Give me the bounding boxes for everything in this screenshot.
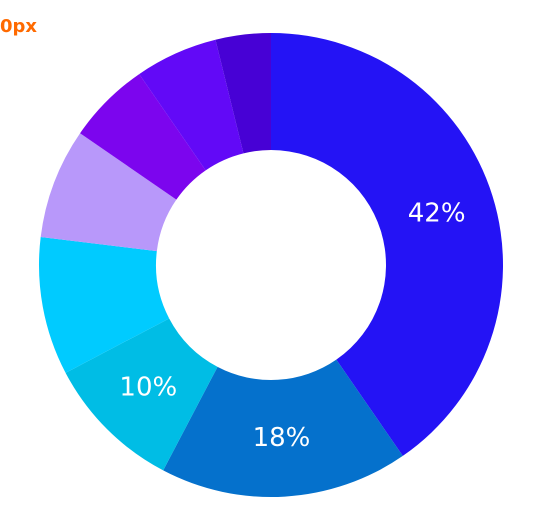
slice-label-0: 42%: [408, 198, 466, 228]
slice-label-2: 10%: [119, 373, 177, 403]
slice-label-1: 18%: [253, 423, 311, 453]
